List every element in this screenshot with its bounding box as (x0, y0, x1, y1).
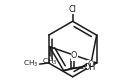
Text: CH$_3$: CH$_3$ (23, 59, 38, 69)
Text: O: O (88, 60, 94, 69)
Text: CH$_3$: CH$_3$ (42, 57, 57, 67)
Text: Cl: Cl (69, 5, 77, 14)
Text: OH: OH (84, 63, 96, 72)
Text: O: O (71, 51, 77, 60)
